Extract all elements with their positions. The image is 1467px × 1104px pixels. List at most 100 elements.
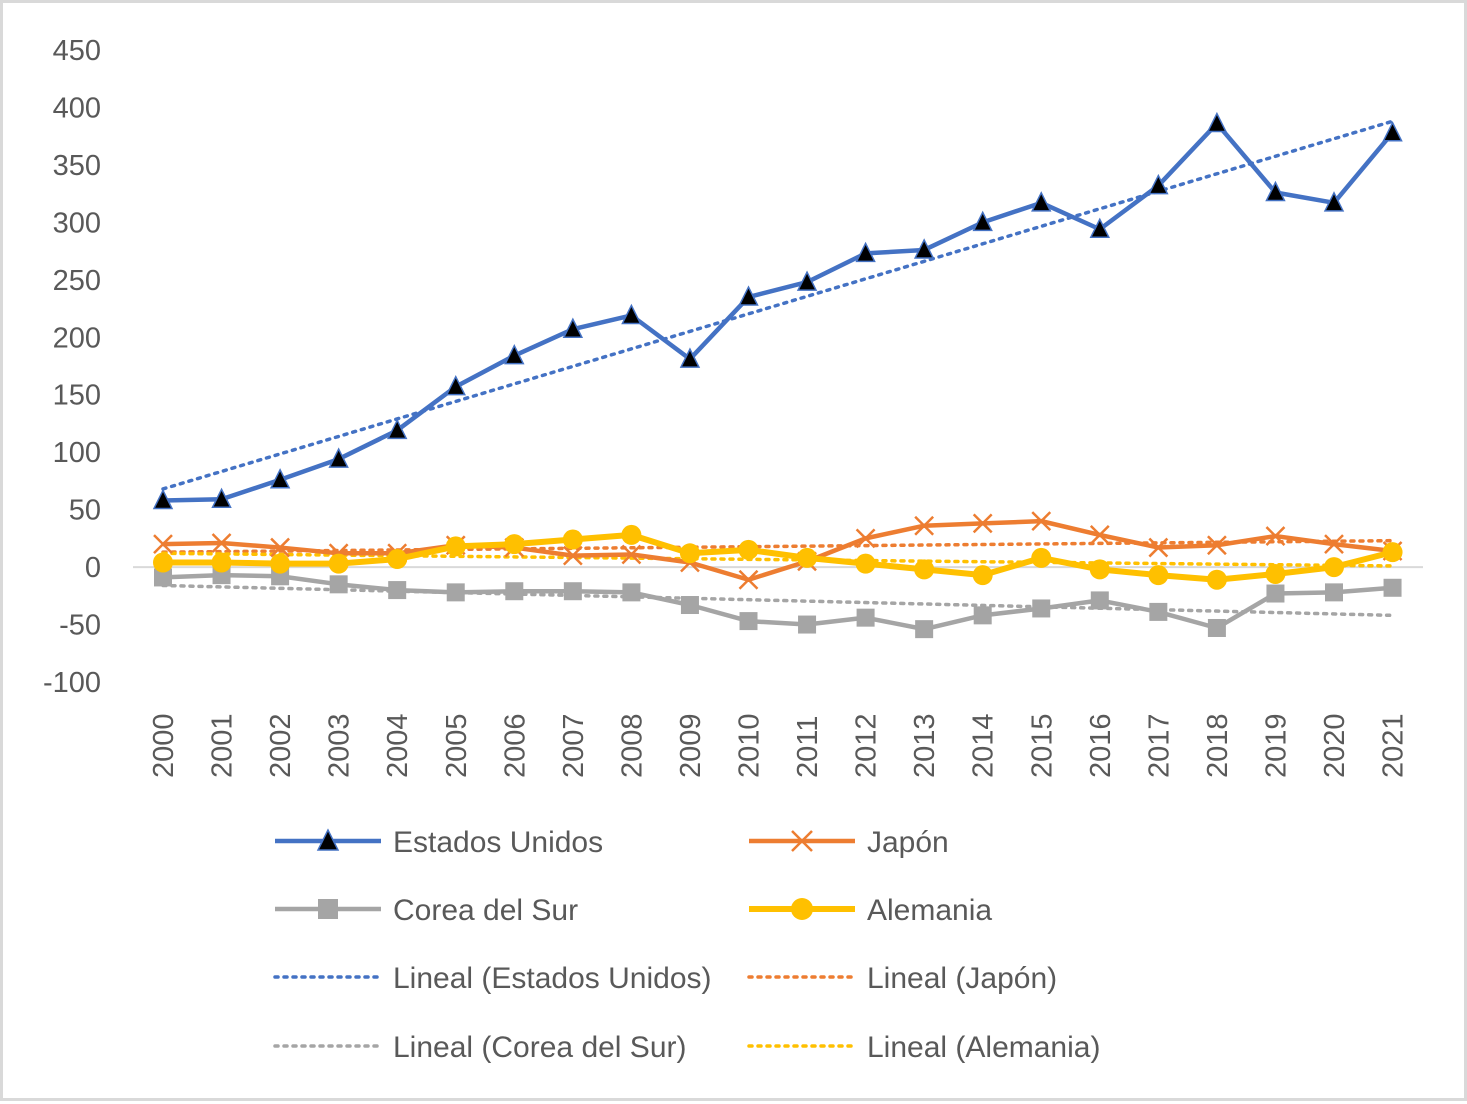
y-tick-label: 150 — [53, 380, 101, 412]
y-tick-label: 300 — [53, 207, 101, 239]
data-point-marker — [318, 899, 338, 919]
x-tick-label: 2012 — [851, 713, 883, 778]
data-point-marker — [791, 898, 813, 920]
data-point-marker — [1032, 599, 1051, 618]
data-point-marker — [504, 343, 525, 365]
x-tick-label: 2017 — [1143, 713, 1175, 778]
trendline — [161, 538, 1395, 554]
data-point-marker — [211, 533, 232, 553]
data-point-marker — [1266, 584, 1285, 603]
legend-entry: Lineal (Estados Unidos) — [273, 962, 712, 995]
data-point-marker — [562, 545, 583, 566]
data-point-marker — [152, 488, 174, 510]
data-point-marker — [1148, 537, 1169, 558]
legend-label: Alemania — [867, 894, 992, 927]
data-point-marker — [1324, 534, 1344, 554]
data-point-marker — [1089, 559, 1110, 580]
data-point-marker — [1382, 542, 1403, 563]
data-point-marker — [1265, 526, 1286, 546]
data-point-marker — [1207, 535, 1227, 556]
data-point-marker — [562, 529, 583, 550]
data-point-marker — [1207, 618, 1226, 637]
data-point-marker — [211, 552, 232, 573]
data-point-marker — [388, 581, 407, 600]
data-point-marker — [563, 582, 582, 601]
line-chart: -100 -50 0 50 100 150 200 250 300 350 400 450 2000 20… — [43, 35, 1423, 1064]
x-tick-label: 2003 — [324, 713, 356, 778]
legend-entry: Lineal (Corea del Sur) — [273, 1031, 686, 1064]
data-point-marker — [621, 544, 642, 565]
y-tick-label: -50 — [59, 610, 101, 642]
x-tick-label: 2016 — [1085, 713, 1117, 778]
series-layer — [152, 111, 1403, 639]
data-point-marker — [972, 565, 993, 586]
data-point-marker — [1031, 547, 1052, 568]
legend-label: Lineal (Corea del Sur) — [393, 1031, 686, 1064]
data-point-marker — [798, 615, 817, 634]
x-tick-label: 2002 — [265, 713, 297, 778]
x-tick-label: 2011 — [792, 716, 824, 778]
y-tick-label: -100 — [43, 667, 101, 699]
legend-label: Estados Unidos — [393, 826, 603, 859]
trendline — [161, 119, 1395, 491]
data-point-marker — [1149, 602, 1168, 621]
data-point-marker — [329, 575, 348, 594]
y-tick-label: 100 — [53, 437, 101, 469]
data-point-marker — [1031, 511, 1052, 532]
data-point-marker — [915, 620, 934, 639]
x-tick-label: 2005 — [441, 713, 473, 778]
y-tick-label: 50 — [69, 495, 101, 527]
legend-entry: Japón — [749, 826, 949, 859]
trendline — [161, 583, 1395, 618]
series-line — [162, 572, 1393, 632]
data-point-marker — [738, 285, 759, 306]
legend-label: Lineal (Japón) — [867, 962, 1057, 995]
data-point-marker — [1031, 191, 1052, 212]
data-point-marker — [738, 569, 759, 590]
data-point-marker — [913, 238, 935, 259]
data-point-marker — [1089, 525, 1110, 545]
y-tick-label: 0 — [85, 552, 101, 584]
data-point-marker — [387, 549, 408, 570]
data-point-marker — [269, 468, 291, 489]
data-point-marker — [972, 210, 993, 232]
data-point-marker — [1323, 191, 1345, 212]
data-point-marker — [1382, 121, 1403, 142]
series-alemania — [153, 524, 1403, 590]
data-point-marker — [972, 513, 993, 534]
x-tick-label: 2001 — [207, 713, 239, 778]
data-point-marker — [153, 534, 173, 554]
data-point-marker — [154, 568, 172, 587]
data-point-marker — [316, 828, 340, 851]
legend-label: Corea del Sur — [393, 894, 578, 927]
x-tick-label: 2010 — [734, 713, 766, 778]
x-tick-label: 2021 — [1378, 713, 1410, 778]
series-line — [162, 518, 1393, 582]
legend-label: Lineal (Estados Unidos) — [393, 962, 712, 995]
data-point-marker — [446, 583, 465, 602]
data-point-marker — [445, 375, 466, 396]
data-point-marker — [1206, 569, 1227, 590]
y-tick-label: 350 — [53, 150, 101, 182]
data-point-marker — [1206, 111, 1228, 133]
data-point-marker — [680, 596, 699, 615]
legend-label: Japón — [867, 826, 949, 859]
legend-label: Lineal (Alemania) — [867, 1031, 1100, 1064]
series-line — [163, 531, 1394, 583]
data-point-marker — [445, 536, 466, 557]
data-point-marker — [738, 539, 759, 560]
legend-entry: Lineal (Japón) — [747, 962, 1057, 995]
data-point-marker — [386, 418, 408, 440]
legend-entry: Corea del Sur — [275, 894, 578, 927]
x-tick-label: 2004 — [382, 713, 414, 778]
data-point-marker — [621, 524, 642, 545]
y-tick-label: 400 — [53, 92, 101, 124]
data-point-marker — [622, 583, 641, 602]
x-tick-label: 2008 — [616, 713, 648, 778]
trendline — [161, 551, 1395, 568]
data-point-marker — [679, 347, 701, 368]
data-point-marker — [855, 528, 876, 549]
legend-entry: Alemania — [749, 894, 992, 927]
data-point-marker — [505, 582, 524, 601]
y-tick-label: 250 — [53, 265, 101, 297]
